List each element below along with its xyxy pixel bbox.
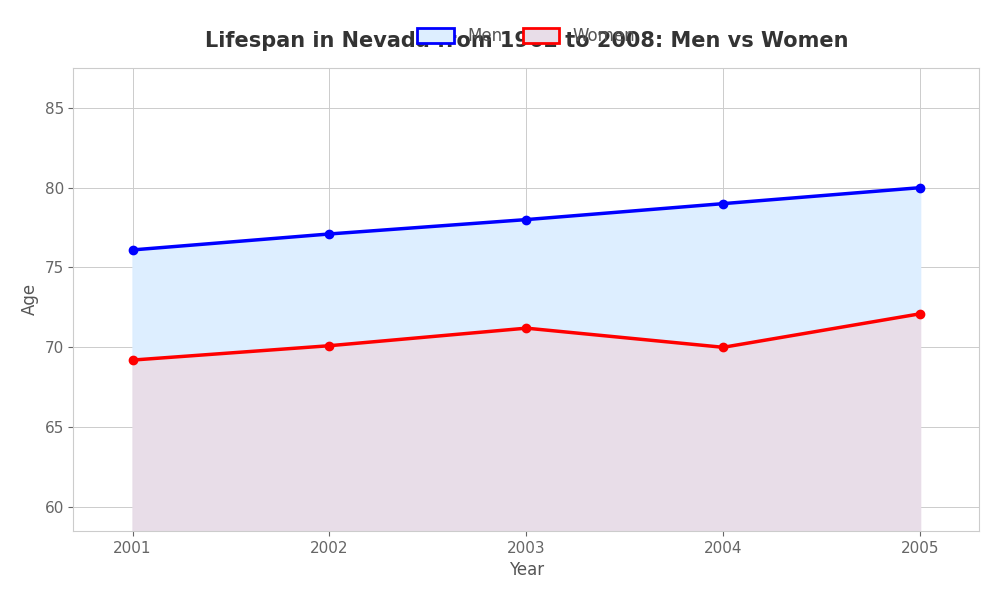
Y-axis label: Age: Age	[21, 283, 39, 316]
Title: Lifespan in Nevada from 1962 to 2008: Men vs Women: Lifespan in Nevada from 1962 to 2008: Me…	[205, 31, 848, 51]
X-axis label: Year: Year	[509, 561, 544, 579]
Legend: Men, Women: Men, Women	[411, 21, 642, 52]
